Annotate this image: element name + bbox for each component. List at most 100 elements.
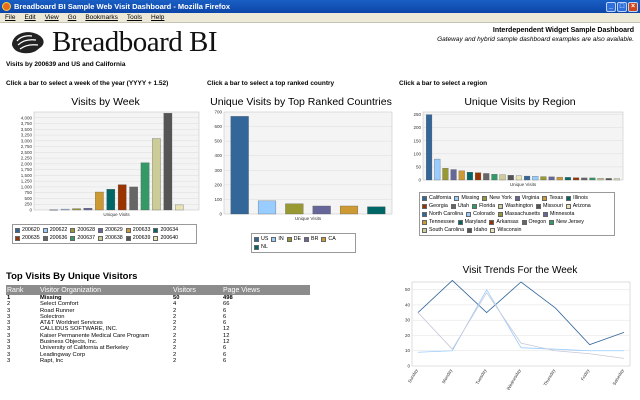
legend-item-california[interactable]: California	[422, 194, 451, 202]
legend-item-new-jersey[interactable]: New Jersey	[549, 218, 584, 226]
legend-item-200636[interactable]: 200636	[42, 234, 67, 242]
legend-item-texas[interactable]: Texas	[542, 194, 563, 202]
menu-view[interactable]: View	[44, 14, 59, 21]
table-row[interactable]: 3 CALLIDUS SOFTWARE, INC. 2 12	[6, 326, 310, 332]
table-row[interactable]: 3 Solectron 2 6	[6, 314, 310, 320]
bar-Colorado[interactable]	[532, 176, 539, 181]
bar-200622[interactable]	[60, 208, 70, 211]
menu-edit[interactable]: Edit	[24, 14, 36, 21]
maximize-button[interactable]: □	[617, 1, 627, 12]
legend-item-colorado[interactable]: Colorado	[466, 210, 495, 218]
legend-item-200629[interactable]: 200629	[98, 226, 123, 234]
bar-Arizona[interactable]	[515, 175, 522, 181]
legend-item-200635[interactable]: 200635	[15, 234, 40, 242]
legend-item-200638[interactable]: 200638	[98, 234, 123, 242]
bar-200620[interactable]	[49, 209, 58, 211]
table-row[interactable]: 3 AT&T Worldnet Services 2 6	[6, 320, 310, 326]
bar-New York[interactable]	[442, 168, 449, 181]
legend-item-south-carolina[interactable]: South Carolina	[422, 226, 464, 234]
table-row[interactable]: 2 Select Comfort 4 66	[6, 301, 310, 307]
legend-item-nl[interactable]: NL	[254, 243, 268, 251]
legend-item-de[interactable]: DE	[286, 235, 301, 243]
bar-Missing[interactable]	[434, 158, 441, 181]
legend-item-200639[interactable]: 200639	[125, 234, 150, 242]
legend-item-maryland[interactable]: Maryland	[457, 218, 486, 226]
legend-item-florida[interactable]: Florida	[472, 202, 495, 210]
bar-200634[interactable]	[106, 189, 116, 211]
bar-Idaho[interactable]	[605, 178, 612, 181]
table-row[interactable]: 3 University of California at Berkeley 2 6	[6, 345, 310, 351]
legend-item-200622[interactable]: 200622	[42, 226, 67, 234]
bar-US[interactable]	[230, 116, 249, 215]
table-row[interactable]: 1 Missing 50 498	[6, 295, 310, 301]
legend-item-minnesota[interactable]: Minnesota	[542, 210, 574, 218]
legend-item-us[interactable]: US	[254, 235, 268, 243]
legend-item-ca[interactable]: CA	[321, 235, 336, 243]
bar-Tennessee[interactable]	[556, 176, 563, 181]
bar-200635[interactable]	[117, 184, 127, 211]
bar-Oregon[interactable]	[581, 177, 588, 181]
legend-item-washington[interactable]: Washington	[498, 202, 533, 210]
bar-California[interactable]	[426, 114, 433, 181]
legend-item-arizona[interactable]: Arizona	[565, 202, 591, 210]
bar-200633[interactable]	[95, 191, 104, 211]
table-row[interactable]: 3 Road Runner 2 6	[6, 308, 310, 314]
bar-Arkansas[interactable]	[573, 177, 580, 181]
bar-200636[interactable]	[129, 186, 138, 211]
close-button[interactable]: ×	[628, 1, 638, 12]
table-row[interactable]: 3 Leadingway Corp 2 6	[6, 352, 310, 358]
legend-item-idaho[interactable]: Idaho	[467, 226, 487, 234]
bar-BR[interactable]	[312, 205, 331, 215]
bar-North Carolina[interactable]	[524, 175, 531, 181]
bar-Florida[interactable]	[491, 174, 498, 181]
legend-item-wisconsin[interactable]: Wisconsin	[490, 226, 521, 234]
legend-item-200628[interactable]: 200628	[70, 226, 95, 234]
legend-item-illinois[interactable]: Illinois	[566, 194, 588, 202]
bar-200628[interactable]	[72, 208, 81, 211]
bar-200637[interactable]	[140, 162, 150, 211]
legend-item-north-carolina[interactable]: North Carolina	[422, 210, 463, 218]
table-row[interactable]: 3 Rapt, Inc 2 6	[6, 358, 310, 364]
bar-Minnesota[interactable]	[548, 176, 555, 181]
legend-item-200637[interactable]: 200637	[70, 234, 95, 242]
legend-item-missouri[interactable]: Missouri	[536, 202, 563, 210]
bar-Georgia[interactable]	[475, 172, 482, 181]
bar-200639[interactable]	[163, 113, 173, 211]
menu-tools[interactable]: Tools	[126, 14, 143, 21]
legend-item-arkansas[interactable]: Arkansas	[489, 218, 519, 226]
legend-item-virginia[interactable]: Virginia	[514, 194, 539, 202]
bar-Utah[interactable]	[483, 173, 490, 181]
legend-item-200640[interactable]: 200640	[153, 234, 178, 242]
legend-item-tennessee[interactable]: Tennessee	[422, 218, 455, 226]
bar-CA[interactable]	[339, 205, 359, 215]
bar-Texas[interactable]	[458, 170, 465, 181]
legend-item-missing[interactable]: Missing	[454, 194, 479, 202]
legend-item-utah[interactable]: Utah	[450, 202, 469, 210]
bar-New Jersey[interactable]	[589, 177, 596, 181]
legend-item-br[interactable]: BR	[304, 235, 318, 243]
bar-Illinois[interactable]	[466, 172, 473, 181]
bar-Missouri[interactable]	[507, 175, 514, 181]
legend-item-oregon[interactable]: Oregon	[521, 218, 546, 226]
bar-200629[interactable]	[83, 208, 93, 211]
bar-DE[interactable]	[285, 203, 304, 215]
legend-item-georgia[interactable]: Georgia	[422, 202, 448, 210]
bar-Maryland[interactable]	[564, 177, 571, 181]
bar-IN[interactable]	[257, 200, 277, 215]
bar-Washington[interactable]	[499, 174, 506, 181]
bar-200640[interactable]	[175, 204, 184, 211]
bar-NL[interactable]	[367, 206, 386, 215]
bar-Wisconsin[interactable]	[613, 178, 620, 181]
bar-Massachusetts[interactable]	[540, 176, 547, 181]
legend-item-200633[interactable]: 200633	[125, 226, 150, 234]
menu-bookmarks[interactable]: Bookmarks	[85, 14, 118, 21]
legend-item-new-york[interactable]: New York	[482, 194, 512, 202]
bar-200638[interactable]	[152, 138, 161, 211]
menu-go[interactable]: Go	[67, 14, 77, 21]
legend-item-200620[interactable]: 200620	[15, 226, 40, 234]
legend-item-200634[interactable]: 200634	[153, 226, 178, 234]
legend-item-massachusetts[interactable]: Massachusetts	[497, 210, 540, 218]
menu-help[interactable]: Help	[151, 14, 165, 21]
table-row[interactable]: 3 Kaiser Permanente Medical Care Program 2…	[6, 333, 310, 339]
table-row[interactable]: 3 Business Objects, Inc. 2 12	[6, 339, 310, 345]
